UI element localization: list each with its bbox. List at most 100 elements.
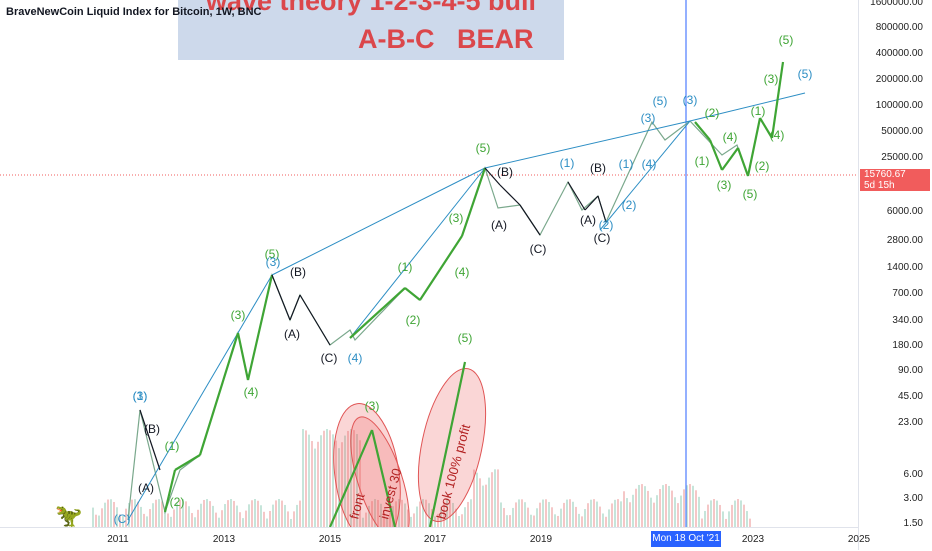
volume-bar [416,506,418,527]
volume-bar [317,441,319,527]
volume-bar [344,435,346,527]
volume-bar [605,516,607,527]
volume-bar [590,499,592,527]
volume-bar [491,472,493,527]
volume-bar [674,497,676,527]
volume-bar [635,488,637,527]
volume-bar [212,505,214,527]
impulse-line [721,147,739,171]
profit-ellipse [417,367,487,523]
volume-bar [473,469,475,527]
volume-bar [662,485,664,527]
volume-bar [134,499,136,527]
volume-bar [386,517,388,527]
x-tick-label: 2019 [529,534,553,545]
volume-bar [173,509,175,527]
volume-bar [230,499,232,527]
trend-line [127,274,273,521]
impulse-line [246,274,274,381]
volume-bar [482,485,484,527]
impulse-line [328,429,374,527]
wave-label: (3) [683,93,698,107]
volume-bar [233,500,235,527]
wave-label: (2) [705,106,720,120]
y-tick-label: 180.00 [892,340,923,351]
volume-bar [521,499,523,527]
impulse-line [708,139,724,171]
volume-bar [149,509,151,527]
last-price-tag: 15760.67 5d 15h [860,169,930,191]
corrective-line [499,184,521,206]
volume-bar [644,486,646,527]
volume-bar [428,503,430,527]
x-tick-label: 2011 [107,534,129,545]
impulse-line [349,287,406,339]
impulse-line [746,117,762,177]
volume-bar [680,495,682,527]
volume-bar [236,505,238,527]
wave-label: (A) [491,218,507,232]
volume-bar [329,430,331,527]
wave-label: (2) [406,313,421,327]
volume-bar [143,513,145,527]
price-axis[interactable]: 1600000.00 800000.00 400000.00 200000.00 100… [858,0,932,550]
volume-bar [368,505,370,527]
volume-bar [530,514,532,527]
y-tick-label: 25000.00 [881,152,923,163]
volume-bar [602,513,604,527]
volume-bar [560,508,562,527]
impulse-line [370,429,397,527]
volume-bar [587,503,589,527]
time-axis[interactable]: 2011 2013 2015 2017 2019 2023 2025 [0,527,870,551]
volume-bar [440,506,442,527]
volume-bar [353,430,355,527]
wave-label: (4) [642,157,657,171]
volume-bar [746,511,748,527]
volume-bar [434,516,436,527]
volume-bar [707,504,709,527]
title-banner: wave theory 1-2-3-4-5 bull A-B-C BEAR [178,0,564,60]
volume-bar [116,507,118,527]
volume-bar [272,504,274,527]
volume-bar [443,501,445,527]
volume-bar [668,485,670,527]
price-plot[interactable]: (1)(3)(B)(A)(C)(1)(2)(3)(4)(5)(3)(B)(A)(… [0,0,858,527]
wave-label: (5) [779,33,794,47]
wave-label: (4) [348,351,363,365]
volume-bar [740,500,742,527]
volume-bar [569,499,571,527]
wave-label: (1) [695,154,710,168]
corrective-line [299,294,331,346]
volume-bar [596,501,598,527]
volume-bar [563,502,565,527]
y-tick-label: 6.00 [903,469,923,480]
volume-bar [395,501,397,527]
impulse-line [174,454,201,471]
volume-bar [200,503,202,527]
wave-label: (3) [266,255,281,269]
x-tick-label: 2013 [212,534,236,545]
volume-bar [422,499,424,527]
volume-bar [254,499,256,527]
impulse-line [236,332,250,381]
volume-bar [227,500,229,527]
bar-countdown: 5d 15h [864,180,895,191]
volume-bar [641,484,643,527]
y-tick-label: 90.00 [897,365,923,376]
impulse-line [428,361,467,527]
volume-bar [659,489,661,527]
corrective-line [519,204,541,236]
volume-bar [512,507,514,527]
volume-bar [119,514,121,527]
volume-bar [257,500,259,527]
crosshair-date-label: Mon 18 Oct '21 [651,531,721,547]
wave-label: (B) [590,161,606,175]
volume-bar [182,499,184,527]
last-price-value: 15760.67 [864,169,906,180]
wave-label: (3) [449,211,464,225]
trend-line [271,167,486,276]
volume-bar [92,507,94,527]
volume-bar [296,504,298,527]
volume-bar [194,517,196,527]
